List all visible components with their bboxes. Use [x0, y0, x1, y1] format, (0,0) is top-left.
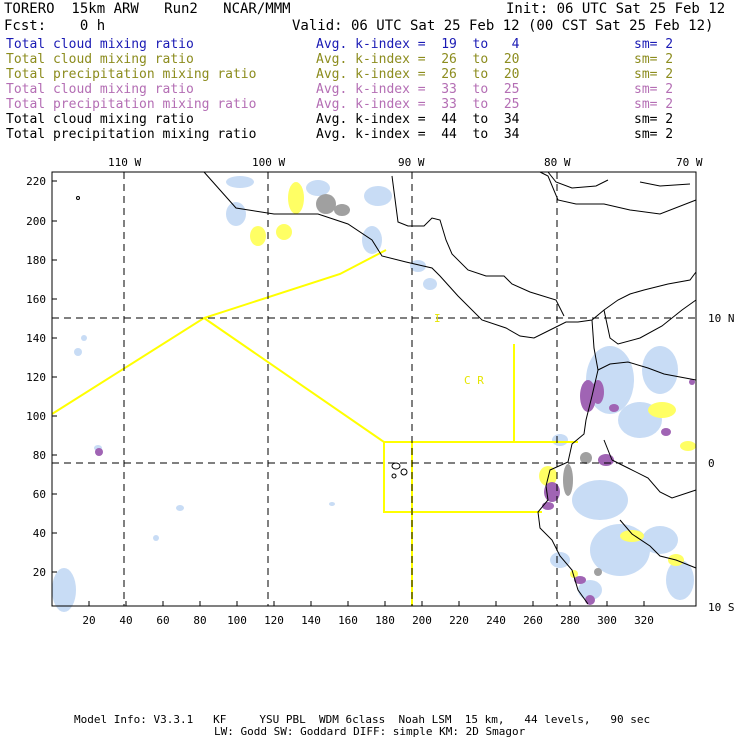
islands — [76, 196, 408, 479]
x-tick-label: 300 — [597, 614, 617, 627]
lat-lon-grid — [52, 172, 696, 606]
model-title: TORERO 15km ARW Run2 NCAR/MMM — [4, 1, 291, 17]
legend-field: Total cloud mixing ratio — [6, 82, 194, 97]
x-tick-label: 220 — [449, 614, 469, 627]
lon-label: 80 W — [544, 156, 571, 169]
legend-sm: sm= 2 — [634, 112, 674, 127]
x-tick-label: 160 — [338, 614, 358, 627]
y-tick-label: 120 — [26, 371, 46, 384]
cloud-purple-shading — [95, 379, 695, 605]
x-tick-label: 240 — [486, 614, 506, 627]
lat-label: 10 N — [708, 312, 735, 325]
y-tick-label: 180 — [26, 254, 46, 267]
cloud-gray-shading — [316, 194, 602, 576]
lon-label: 90 W — [398, 156, 425, 169]
lon-label: 70 W — [676, 156, 703, 169]
legend-sm: sm= 2 — [634, 37, 674, 52]
x-tick-label: 80 — [193, 614, 206, 627]
x-tick-label: 20 — [82, 614, 95, 627]
model-info: Model Info: V3.3.1 KF YSU PBL WDM 6class… — [74, 713, 651, 726]
y-tick-label: 140 — [26, 332, 46, 345]
x-tick-label: 140 — [301, 614, 321, 627]
legend-field: Total cloud mixing ratio — [6, 112, 194, 127]
legend-sm: sm= 2 — [634, 127, 674, 142]
region-tick-label: I — [434, 312, 441, 325]
legend-stat: Avg. k-index = 44 to 34 — [316, 127, 520, 142]
x-tick-label: 280 — [560, 614, 580, 627]
legend-stat: Avg. k-index = 33 to 25 — [316, 97, 520, 112]
x-tick-label: 320 — [634, 614, 654, 627]
y-tick-label: 40 — [33, 527, 46, 540]
y-tick-labels: 220 200 180 160 140 120 100 80 60 40 20 — [26, 175, 46, 579]
legend-field: Total cloud mixing ratio — [6, 52, 194, 67]
legend-field: Total precipitation mixing ratio — [6, 67, 257, 82]
lon-label: 100 W — [252, 156, 285, 169]
y-tick-label: 160 — [26, 293, 46, 306]
legend-field: Total cloud mixing ratio — [6, 37, 194, 52]
legend-field: Total precipitation mixing ratio — [6, 97, 257, 112]
y-tick-label: 220 — [26, 175, 46, 188]
latitude-labels: 10 N 0 10 S — [708, 312, 735, 614]
legend-sm: sm= 2 — [634, 52, 674, 67]
legend-stat: Avg. k-index = 26 to 20 — [316, 67, 520, 82]
precip-yellow-shading — [250, 182, 696, 578]
map-frame — [51, 171, 697, 607]
y-tick-label: 100 — [26, 410, 46, 423]
lat-label: 10 S — [708, 601, 735, 614]
x-tick-label: 180 — [375, 614, 395, 627]
forecast-hour: Fcst: 0 h — [4, 18, 106, 34]
y-tick-label: 20 — [33, 566, 46, 579]
physics-info: LW: Godd SW: Goddard DIFF: simple KM: 2D… — [214, 725, 526, 738]
region-label: C R — [464, 374, 484, 387]
coastlines — [203, 171, 697, 605]
longitude-labels: 110 W 100 W 90 W 80 W 70 W — [108, 156, 703, 169]
legend-stat: Avg. k-index = 26 to 20 — [316, 52, 520, 67]
x-tick-label: 40 — [119, 614, 132, 627]
x-tick-label: 200 — [412, 614, 432, 627]
x-tick-label: 100 — [227, 614, 247, 627]
boundary-lines — [51, 249, 578, 606]
legend-sm: sm= 2 — [634, 67, 674, 82]
x-tick-label: 260 — [523, 614, 543, 627]
legend-field: Total precipitation mixing ratio — [6, 127, 257, 142]
legend-sm: sm= 2 — [634, 82, 674, 97]
lon-label: 110 W — [108, 156, 141, 169]
valid-time: Valid: 06 UTC Sat 25 Feb 12 (00 CST Sat … — [292, 18, 714, 34]
legend-sm: sm= 2 — [634, 97, 674, 112]
x-tick-label: 120 — [264, 614, 284, 627]
x-tick-labels: 20 40 60 80 100 120 140 160 180 200 220 … — [82, 614, 654, 627]
x-tick-label: 60 — [156, 614, 169, 627]
axis-ticks — [52, 180, 645, 606]
legend-stat: Avg. k-index = 19 to 4 — [316, 37, 520, 52]
y-tick-label: 60 — [33, 488, 46, 501]
legend-stat: Avg. k-index = 33 to 25 — [316, 82, 520, 97]
legend-stat: Avg. k-index = 44 to 34 — [316, 112, 520, 127]
y-tick-label: 80 — [33, 449, 46, 462]
y-tick-label: 200 — [26, 215, 46, 228]
lat-label: 0 — [708, 457, 715, 470]
init-time: Init: 06 UTC Sat 25 Feb 12 — [506, 1, 726, 17]
